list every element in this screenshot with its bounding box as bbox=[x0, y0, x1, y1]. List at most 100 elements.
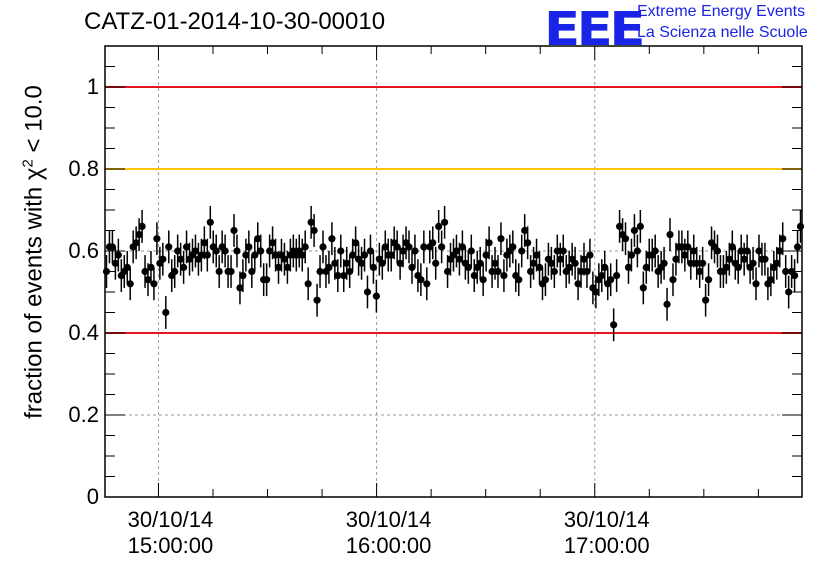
data-point bbox=[666, 231, 674, 239]
data-point bbox=[586, 251, 594, 259]
data-point bbox=[527, 267, 535, 276]
data-point bbox=[432, 259, 440, 267]
data-point bbox=[408, 263, 416, 271]
data-point bbox=[274, 263, 283, 271]
data-point bbox=[681, 251, 689, 259]
data-point bbox=[524, 239, 532, 247]
data-point bbox=[153, 235, 161, 243]
data-point bbox=[790, 272, 799, 280]
data-point bbox=[200, 239, 208, 247]
data-point bbox=[307, 218, 315, 226]
data-point bbox=[316, 267, 324, 276]
data-point bbox=[441, 218, 449, 226]
data-point bbox=[254, 235, 262, 243]
data-point bbox=[583, 267, 591, 276]
x-tick-date-2: 30/10/14 bbox=[563, 507, 650, 532]
data-point bbox=[233, 247, 241, 255]
data-point bbox=[417, 276, 425, 284]
x-tick-date-1: 30/10/14 bbox=[345, 507, 432, 532]
data-point bbox=[521, 226, 529, 235]
data-point bbox=[215, 267, 223, 276]
data-point bbox=[298, 251, 306, 259]
data-point bbox=[162, 308, 170, 317]
data-point bbox=[642, 263, 650, 271]
data-point bbox=[340, 272, 348, 280]
y-tick-label-4: 0.8 bbox=[68, 156, 99, 181]
data-point bbox=[550, 267, 558, 276]
data-point bbox=[150, 280, 158, 288]
data-point bbox=[610, 321, 618, 329]
data-point bbox=[337, 247, 345, 255]
data-point bbox=[328, 235, 336, 243]
data-point bbox=[206, 218, 214, 226]
data-point bbox=[304, 280, 312, 288]
data-point bbox=[515, 276, 523, 284]
x-tick-date-0: 30/10/14 bbox=[127, 507, 214, 532]
data-point bbox=[159, 255, 167, 263]
data-point bbox=[111, 259, 119, 267]
data-point bbox=[165, 243, 173, 251]
data-point bbox=[722, 263, 730, 271]
data-point bbox=[182, 243, 191, 251]
data-point bbox=[179, 263, 188, 271]
data-point bbox=[212, 247, 220, 255]
data-point bbox=[541, 276, 550, 284]
data-point bbox=[678, 243, 686, 251]
data-point bbox=[743, 247, 751, 255]
data-point bbox=[518, 247, 526, 255]
data-point bbox=[325, 263, 333, 271]
data-point bbox=[702, 296, 710, 304]
data-point bbox=[782, 267, 790, 276]
data-point bbox=[633, 247, 641, 255]
data-point bbox=[301, 243, 309, 251]
data-point bbox=[420, 243, 428, 251]
data-point bbox=[491, 259, 499, 267]
data-point bbox=[615, 222, 624, 230]
data-point bbox=[369, 263, 378, 271]
data-point bbox=[363, 288, 372, 296]
data-point bbox=[529, 259, 538, 267]
data-point bbox=[621, 235, 630, 243]
x-tick-label-1: 30/10/14 16:00:00 bbox=[319, 507, 459, 559]
data-point bbox=[313, 296, 321, 304]
data-point bbox=[728, 243, 736, 251]
data-point bbox=[580, 255, 588, 263]
data-point bbox=[651, 247, 659, 255]
data-point bbox=[464, 263, 472, 271]
data-point bbox=[399, 247, 407, 255]
data-point bbox=[624, 263, 633, 271]
data-point bbox=[372, 292, 380, 300]
data-point bbox=[793, 243, 802, 251]
data-point bbox=[310, 226, 318, 235]
data-point bbox=[268, 239, 277, 247]
data-point bbox=[497, 235, 505, 243]
data-point bbox=[559, 247, 567, 255]
data-point bbox=[574, 280, 582, 288]
data-point bbox=[248, 267, 256, 276]
y-tick-label-5: 1 bbox=[86, 74, 99, 99]
y-tick-label-2: 0.4 bbox=[68, 320, 99, 345]
data-point bbox=[435, 222, 443, 230]
data-point bbox=[479, 276, 487, 284]
data-point bbox=[509, 243, 517, 251]
data-point bbox=[429, 239, 437, 247]
data-point bbox=[378, 259, 386, 267]
data-point bbox=[114, 251, 122, 259]
data-point bbox=[123, 263, 131, 271]
data-point bbox=[761, 255, 769, 263]
data-point bbox=[381, 243, 389, 251]
x-tick-label-0: 30/10/14 15:00:00 bbox=[100, 507, 240, 559]
data-point bbox=[452, 247, 461, 255]
x-tick-time-2: 17:00:00 bbox=[563, 533, 650, 558]
data-point bbox=[147, 263, 155, 271]
data-point bbox=[773, 259, 781, 267]
data-point bbox=[346, 267, 354, 276]
data-point bbox=[547, 259, 555, 267]
data-point bbox=[725, 255, 733, 263]
data-point bbox=[713, 247, 722, 255]
data-point bbox=[349, 251, 357, 259]
data-point bbox=[779, 235, 787, 243]
data-point bbox=[257, 247, 265, 255]
data-point bbox=[690, 247, 698, 255]
